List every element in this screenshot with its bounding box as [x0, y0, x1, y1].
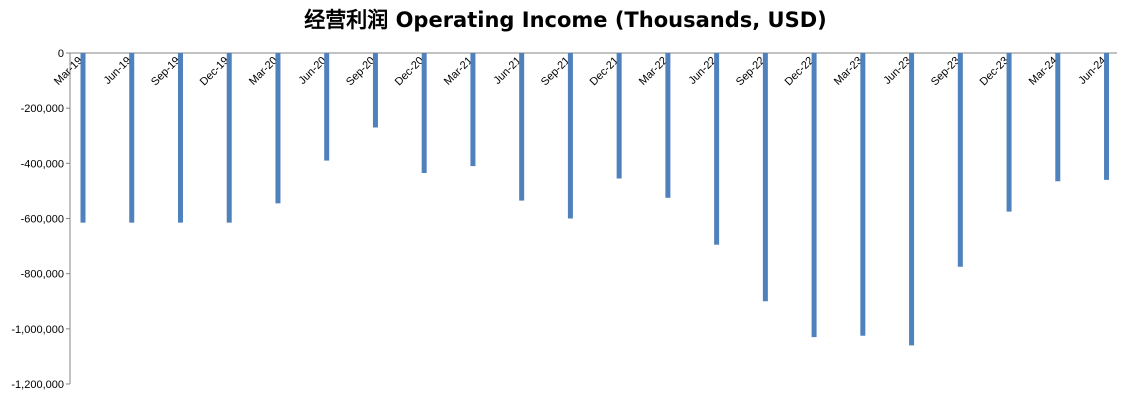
bar-Sep-19	[177, 53, 183, 223]
bar-Dec-20	[421, 53, 427, 173]
x-tick-label: Mar-23	[832, 55, 865, 88]
bar-Sep-22	[762, 53, 768, 302]
bar-Mar-24	[1055, 53, 1061, 182]
bar-Sep-23	[957, 53, 963, 267]
x-tick-label: Jun-23	[881, 55, 913, 87]
x-tick-label: Jun-21	[492, 55, 524, 87]
x-tick-label: Sep-22	[734, 55, 768, 89]
x-tick-label: Dec-19	[198, 55, 232, 89]
bar-Jun-20	[324, 53, 330, 161]
x-tick-label: Mar-21	[442, 55, 475, 88]
bar-Jun-22	[714, 53, 720, 245]
bar-Dec-22	[811, 53, 817, 338]
x-tick-label: Sep-20	[344, 55, 378, 89]
x-tick-label: Dec-20	[393, 55, 427, 89]
y-tick-label: -1,200,000	[11, 379, 64, 391]
bar-Dec-23	[1006, 53, 1012, 212]
x-tick-label: Jun-20	[297, 55, 329, 87]
x-tick-label: Dec-21	[588, 55, 622, 89]
x-tick-label: Mar-22	[637, 55, 670, 88]
x-tick-label: Sep-19	[149, 55, 183, 89]
y-tick-label: -1,000,000	[11, 324, 64, 336]
x-tick-label: Jun-22	[686, 55, 718, 87]
x-tick-label: Mar-20	[247, 55, 280, 88]
y-tick-label: -800,000	[21, 269, 64, 281]
x-tick-label: Dec-23	[978, 55, 1012, 89]
y-tick-label: 0	[58, 48, 64, 60]
x-tick-label: Jun-19	[102, 55, 134, 87]
bar-Mar-23	[860, 53, 866, 336]
y-tick-label: -600,000	[21, 214, 64, 226]
bar-Jun-23	[909, 53, 915, 346]
bar-Dec-19	[226, 53, 232, 223]
x-tick-label: Sep-23	[929, 55, 963, 89]
x-tick-label: Jun-24	[1076, 55, 1108, 87]
bar-Jun-19	[129, 53, 135, 223]
chart-title: 经营利润 Operating Income (Thousands, USD)	[304, 8, 827, 32]
bar-Mar-20	[275, 53, 281, 204]
bar-Jun-24	[1104, 53, 1110, 180]
x-tick-label: Sep-21	[539, 55, 573, 89]
x-tick-label: Mar-24	[1027, 55, 1060, 88]
y-tick-label: -200,000	[21, 103, 64, 115]
bar-Mar-19	[80, 53, 86, 223]
bar-Sep-21	[567, 53, 573, 219]
bar-Mar-22	[665, 53, 671, 198]
bar-Jun-21	[519, 53, 525, 201]
x-tick-label: Dec-22	[783, 55, 817, 89]
bar-Dec-21	[616, 53, 622, 179]
bar-Mar-21	[470, 53, 476, 167]
y-tick-label: -400,000	[21, 158, 64, 170]
bar-Sep-20	[372, 53, 378, 128]
